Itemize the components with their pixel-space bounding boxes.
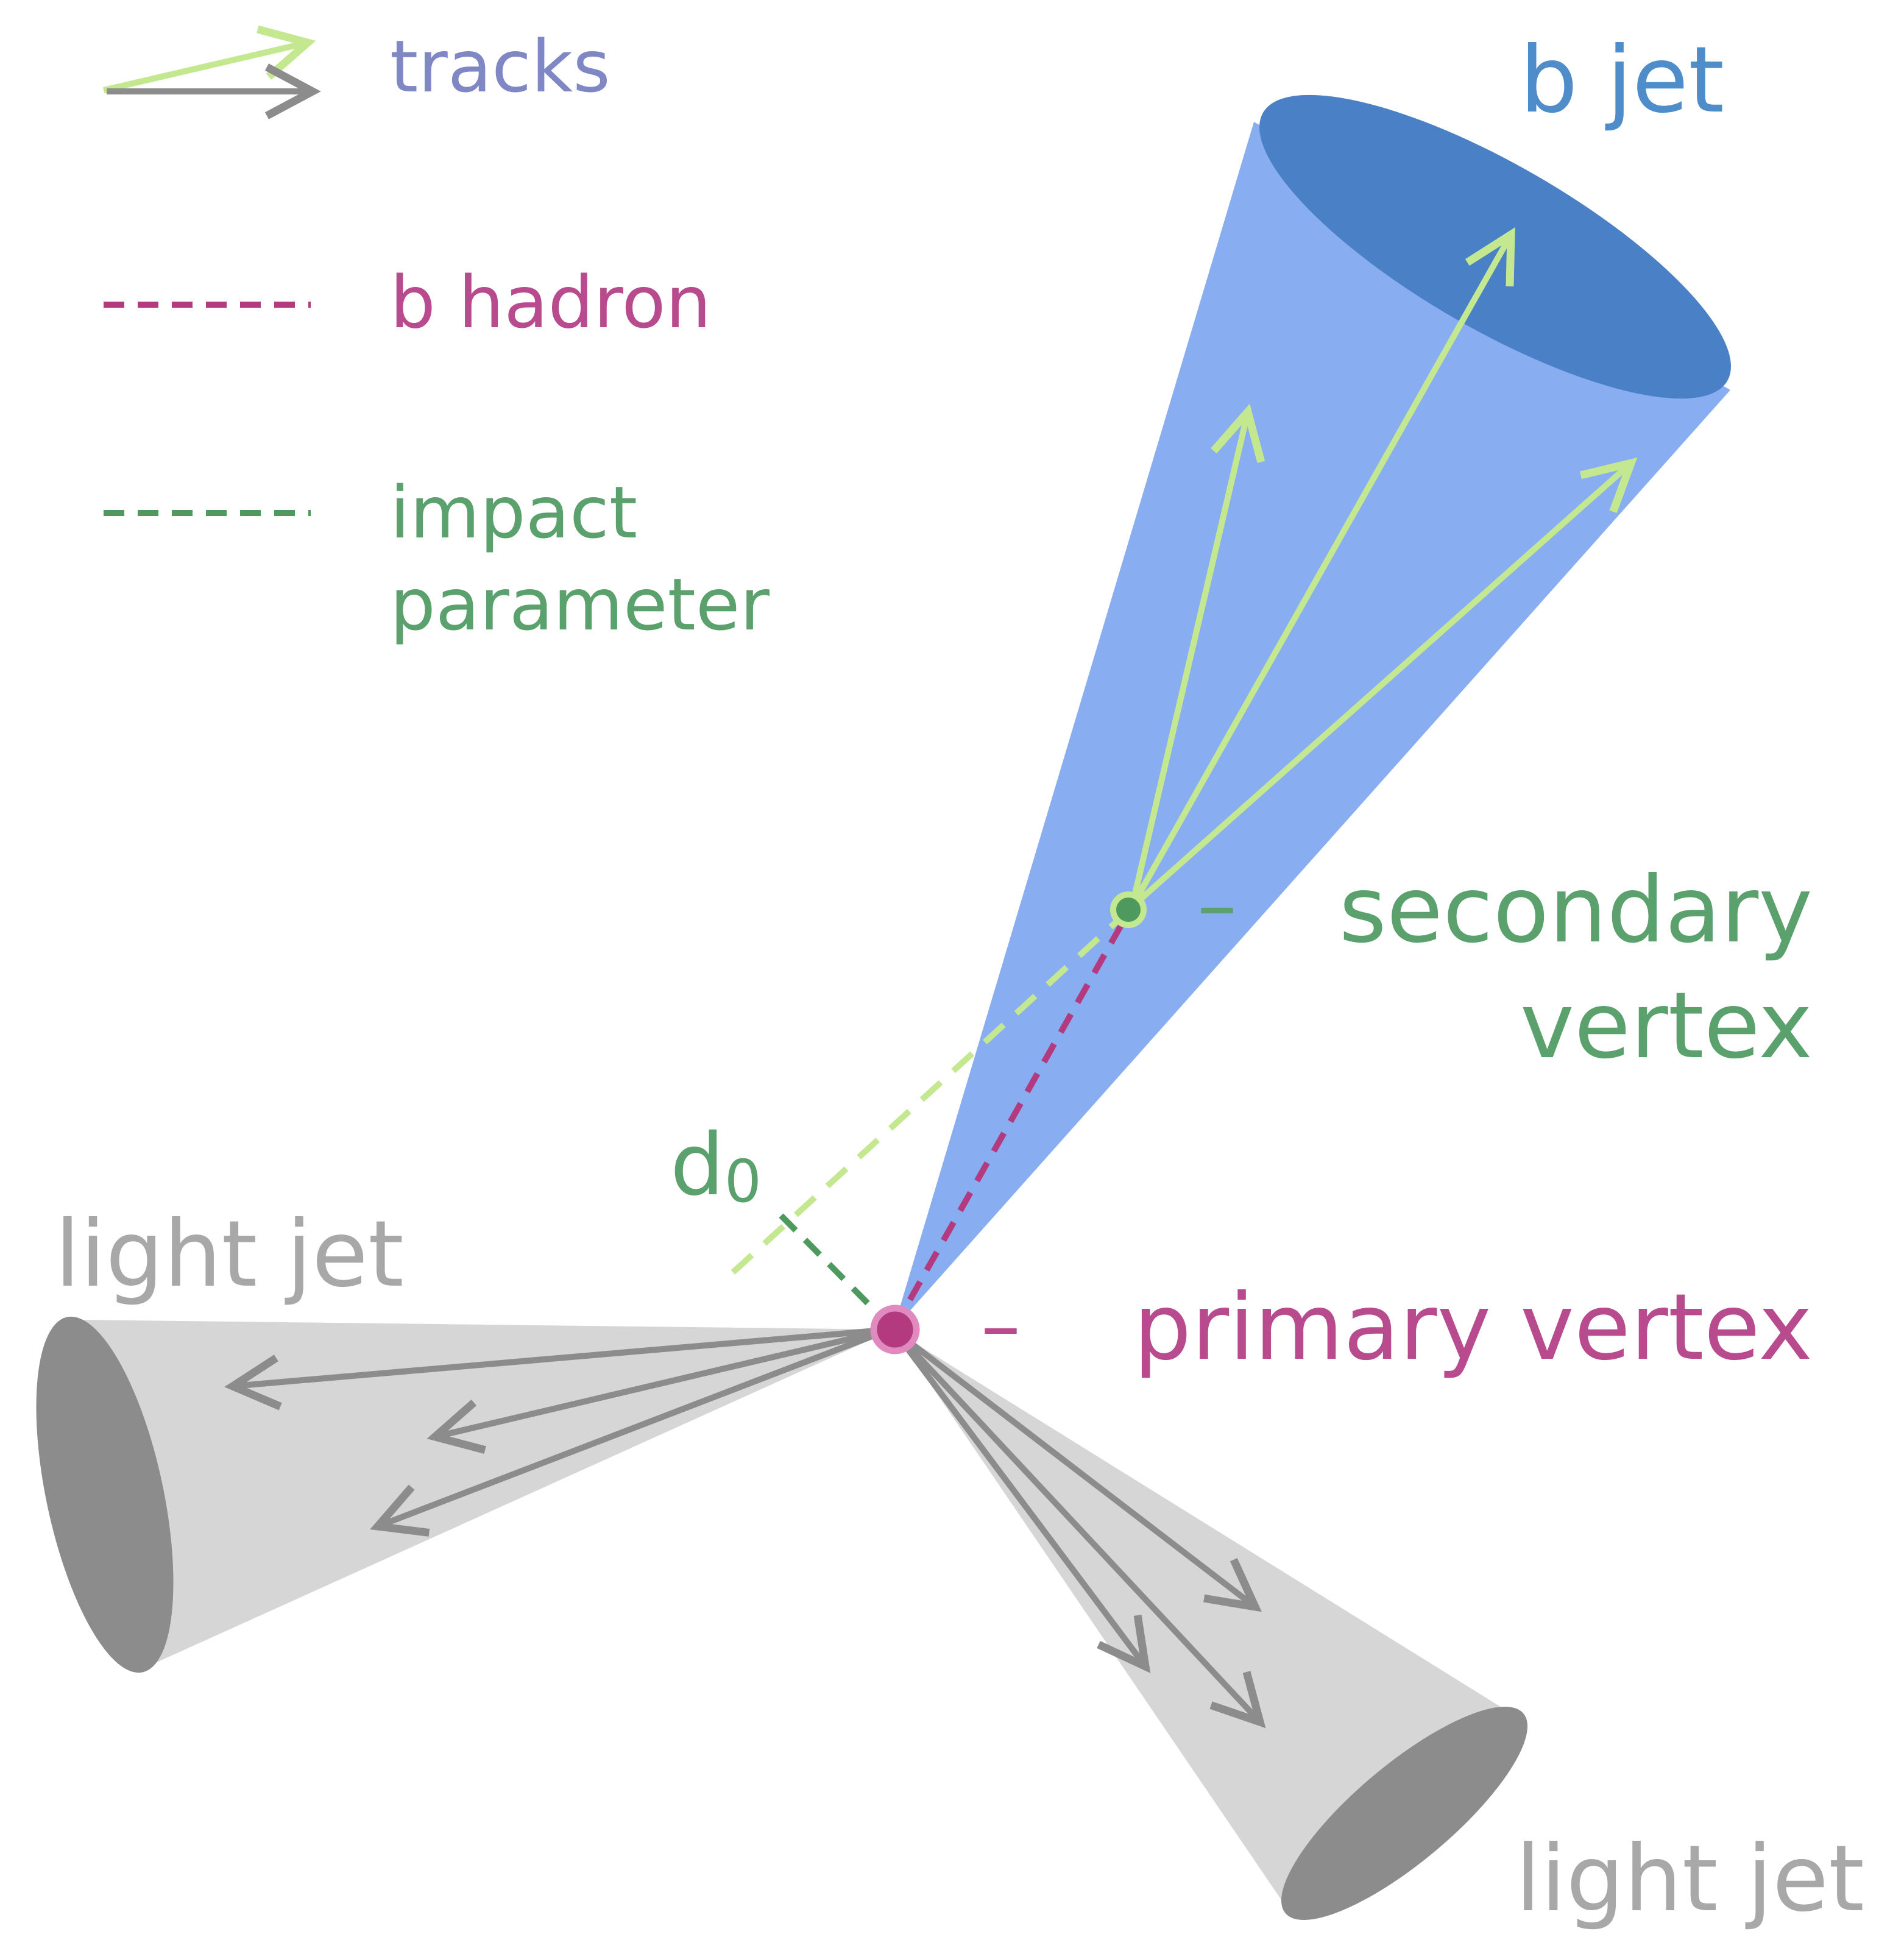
b-jet — [893, 94, 1731, 1330]
secondary-vertex-label-line2: vertex — [1520, 973, 1813, 1079]
d0-label: d0 — [670, 1116, 762, 1216]
primary-vertex-dash: – — [981, 1279, 1021, 1372]
secondary-vertex-dash: – — [1197, 859, 1237, 951]
secondary-vertex-label-line1: secondary — [1339, 857, 1813, 963]
light-track — [891, 1327, 1262, 1612]
light-track — [224, 1326, 890, 1411]
primary-vertex-marker — [870, 1305, 920, 1355]
light-jet-right-end — [1281, 1707, 1527, 1920]
impact-parameter-line — [779, 1213, 886, 1322]
b-jet-cone — [893, 122, 1730, 1330]
b-jet-label: b jet — [1520, 27, 1724, 133]
legend-tracks-label: tracks — [390, 24, 610, 108]
b-track — [1129, 403, 1265, 908]
light-jet-left-end — [36, 1316, 174, 1673]
primary-vertex-label: primary vertex — [1133, 1275, 1813, 1381]
legend-impact-label-line2: parameter — [390, 562, 770, 646]
light-track — [426, 1326, 891, 1454]
legend-track-green-swatch — [102, 25, 316, 93]
b-hadron-flight-path — [890, 907, 1133, 1331]
light-jet-right-label: light jet — [1515, 1826, 1864, 1932]
light-track — [370, 1326, 891, 1537]
light-jet-right-cone — [893, 1330, 1517, 1913]
legend: tracks b hadron impact parameter — [102, 24, 770, 646]
secondary-vertex-marker — [1110, 891, 1147, 928]
light-jet-left — [36, 1316, 893, 1673]
track-extrapolation — [723, 907, 1132, 1282]
legend-b-hadron-label: b hadron — [390, 260, 711, 344]
d0-label-subscript: 0 — [724, 1147, 762, 1216]
b-track — [1130, 457, 1638, 909]
b-track — [1129, 227, 1515, 908]
light-jet-left-label: light jet — [55, 1202, 404, 1308]
legend-impact-label-line1: impact — [390, 470, 637, 554]
d0-label-main: d — [670, 1116, 724, 1215]
light-track — [891, 1327, 1266, 1729]
light-jet-right — [890, 1327, 1527, 1920]
b-jet-tracks — [1129, 227, 1638, 909]
light-track — [890, 1328, 1151, 1674]
